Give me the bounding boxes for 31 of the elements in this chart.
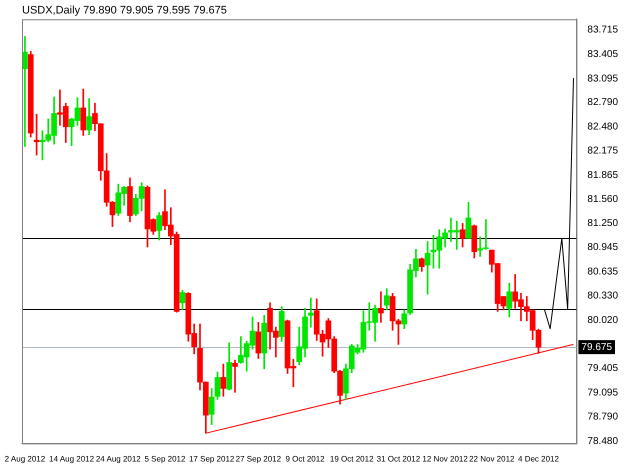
y-tick-label: 79.405: [587, 363, 618, 374]
y-tick-label: 80.330: [587, 290, 618, 302]
y-tick-label: 81.865: [587, 170, 618, 181]
x-tick-label: 31 Oct 2012: [376, 454, 421, 464]
y-tick-label: 82.790: [587, 97, 618, 108]
y-tick-label: 82.480: [587, 122, 618, 133]
x-tick-label: 17 Sep 2012: [188, 454, 235, 464]
y-tick-label: 79.095: [587, 387, 618, 398]
chart-title: USDX,Daily 79.890 79.905 79.595 79.675: [22, 4, 227, 17]
y-tick-label: 81.560: [587, 194, 618, 205]
y-tick-label: 83.715: [587, 24, 618, 36]
ref-line-label: 79.675: [581, 342, 612, 353]
y-tick-label: 82.175: [587, 146, 618, 157]
y-tick-label: 78.790: [587, 411, 618, 422]
x-tick-label: 2 Aug 2012: [4, 454, 46, 464]
x-tick-label: 4 Dec 2012: [518, 454, 560, 464]
x-tick-label: 24 Aug 2012: [96, 454, 142, 464]
x-tick-label: 5 Sep 2012: [144, 454, 186, 464]
y-tick-label: 80.635: [587, 266, 618, 278]
x-tick-label: 9 Oct 2012: [285, 454, 326, 464]
x-tick-label: 22 Nov 2012: [469, 454, 516, 464]
y-tick-label: 80.945: [587, 242, 618, 254]
y-tick-label: 83.405: [587, 48, 618, 60]
x-tick-label: 14 Aug 2012: [49, 454, 95, 464]
y-tick-label: 81.250: [587, 218, 618, 230]
x-tick-label: 27 Sep 2012: [236, 454, 282, 464]
y-tick-label: 80.020: [587, 314, 618, 326]
x-tick-label: 19 Oct 2012: [330, 454, 374, 464]
y-tick-label: 78.480: [587, 436, 618, 447]
x-tick-label: 12 Nov 2012: [422, 454, 468, 464]
y-tick-label: 83.095: [587, 73, 618, 84]
